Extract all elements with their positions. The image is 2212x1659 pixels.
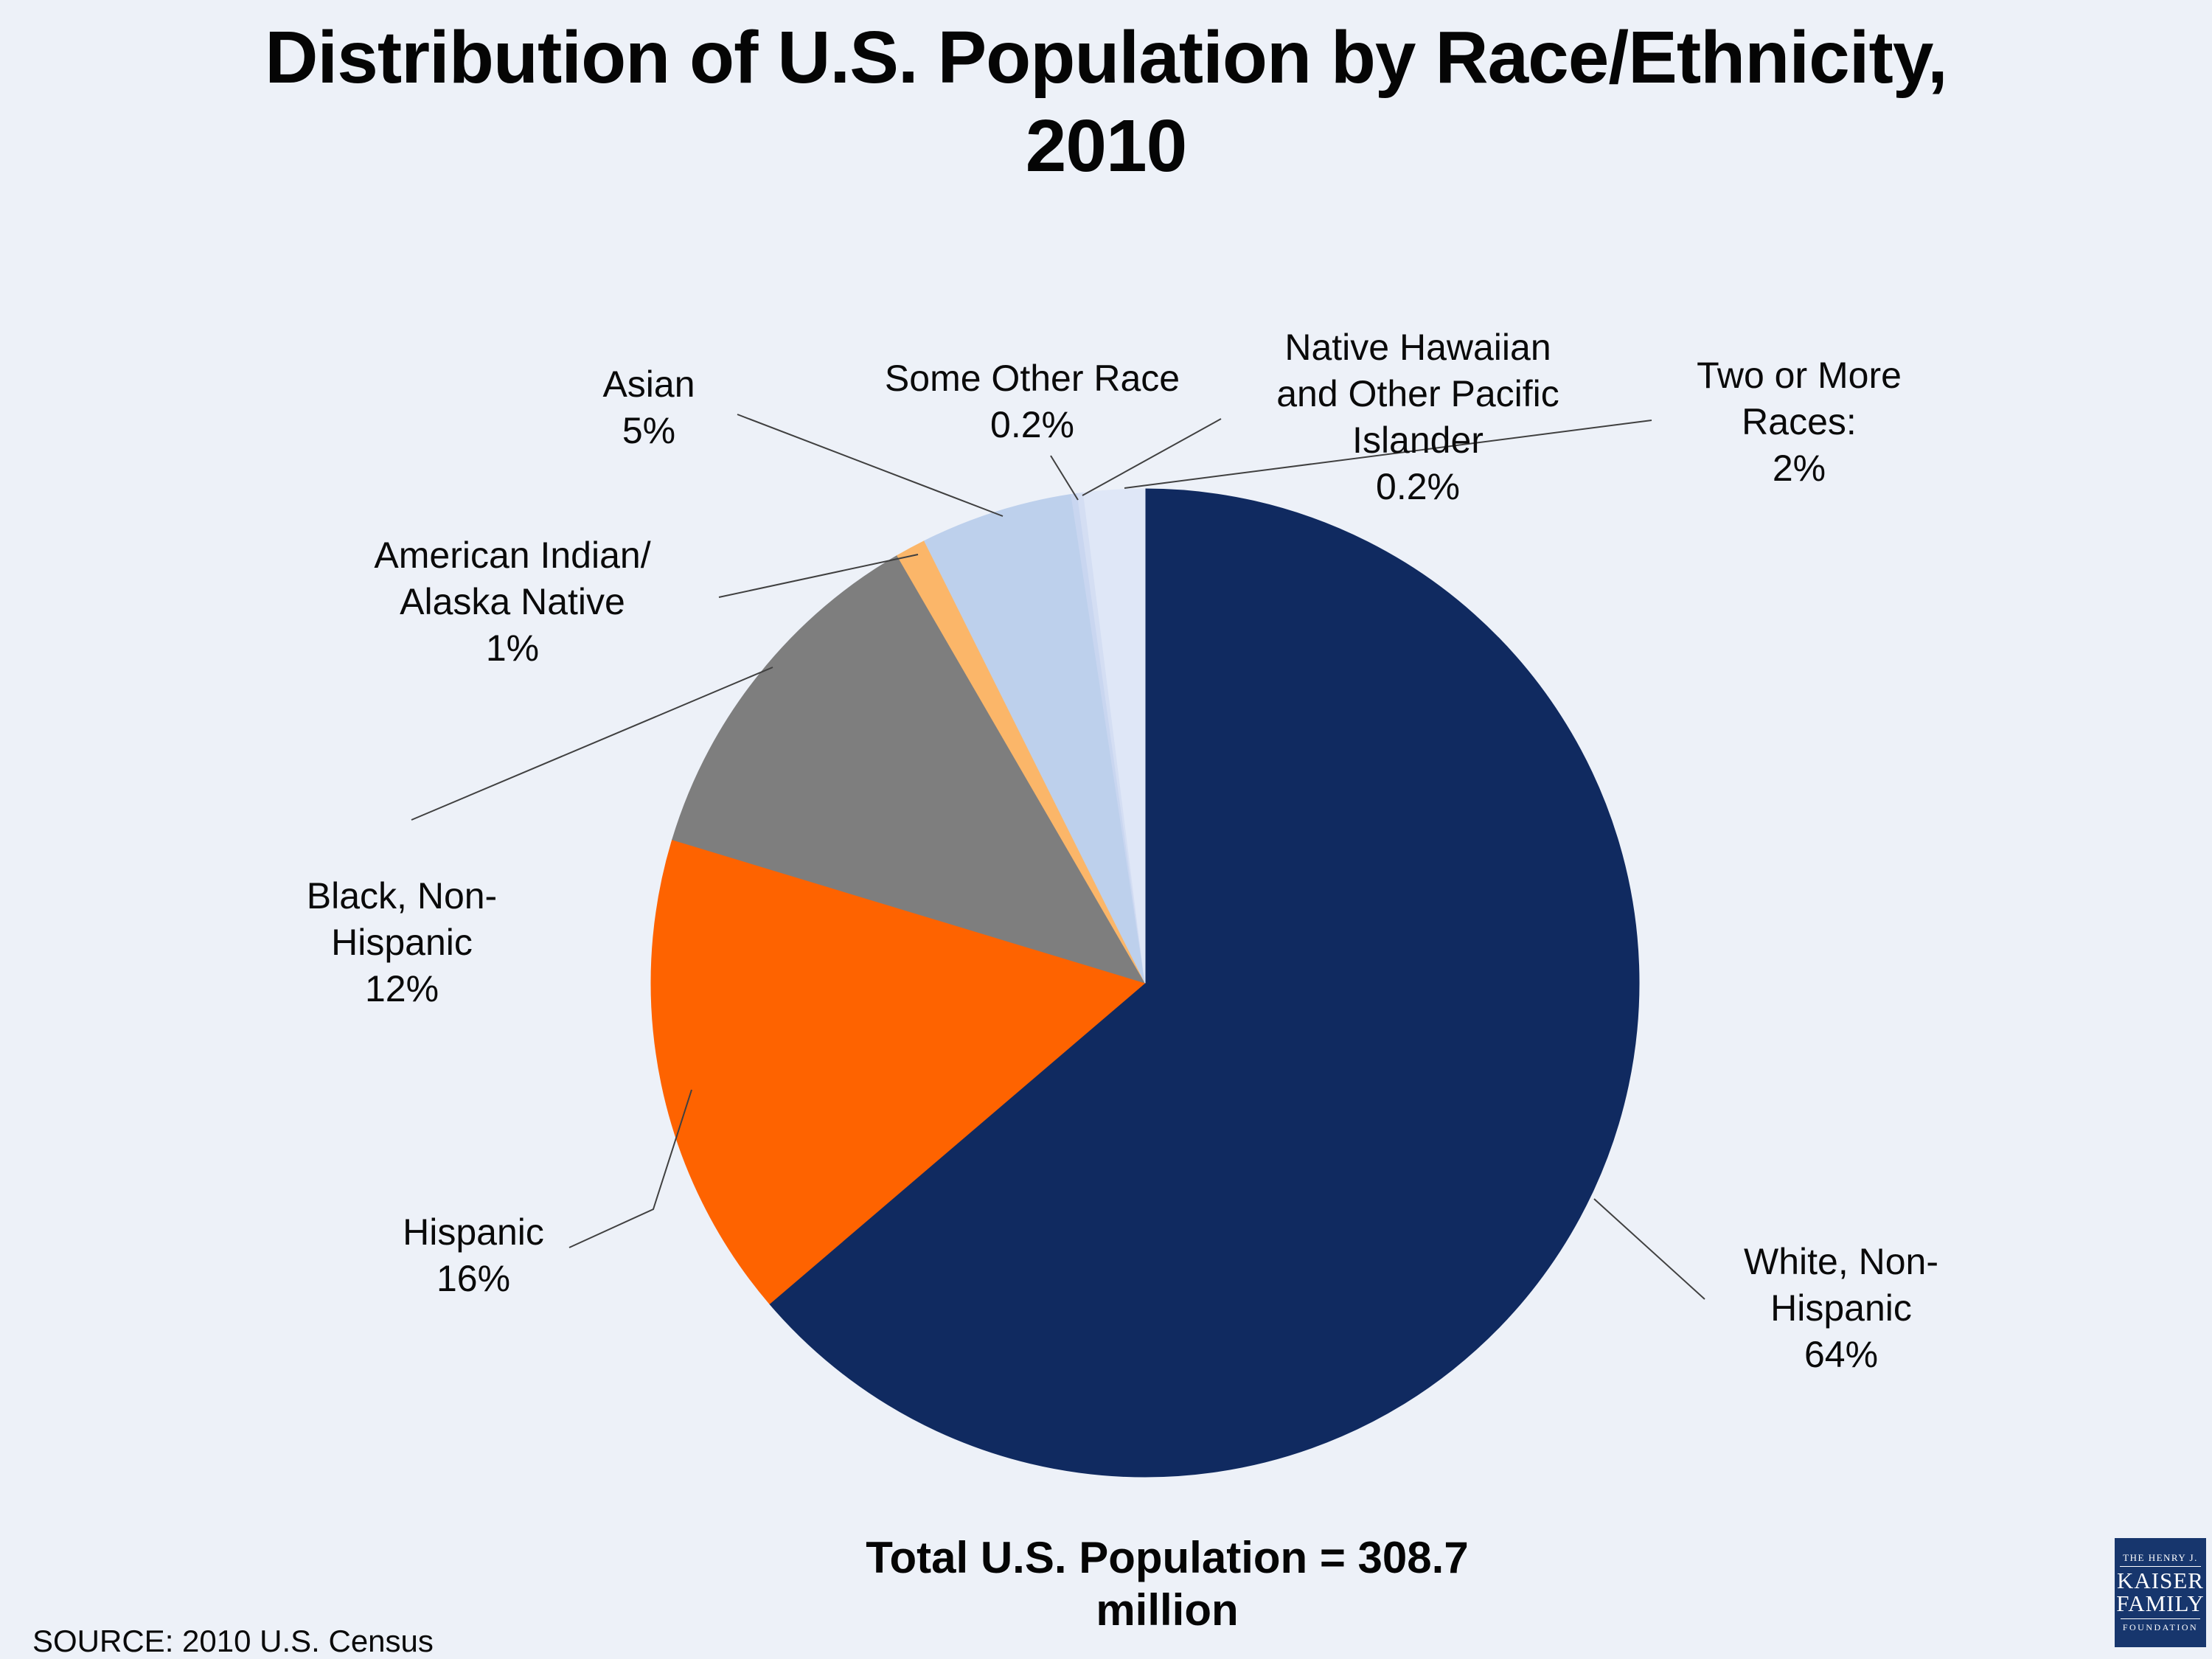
label-asian: Asian 5% [602, 364, 695, 451]
leader-hispanic [568, 1089, 692, 1248]
pie-slices [650, 488, 1640, 1478]
label-hispanic: Hispanic 16% [403, 1211, 544, 1299]
total-population-label: Total U.S. Population = 308.7 million [866, 1533, 1469, 1635]
leader-white [1593, 1198, 1705, 1300]
label-native-hawaiian: Native Hawaiian and Other Pacific Island… [1276, 327, 1559, 507]
leader-american-indian [718, 554, 919, 598]
chart-title-line2: 2010 [1025, 105, 1187, 187]
leader-native-hawaiian [1082, 418, 1222, 496]
kff-logo: THE HENRY J. KAISER FAMILY FOUNDATION [2115, 1538, 2206, 1647]
white-non-hispanic-slice [768, 488, 1640, 1478]
leader-lines [411, 414, 1705, 1300]
source-label: SOURCE: 2010 U.S. Census [32, 1624, 434, 1658]
kff-logo-line3: FAMILY [2116, 1590, 2205, 1616]
leader-asian [737, 414, 1004, 517]
black-non-hispanic-slice [672, 554, 1147, 984]
label-some-other-race: Some Other Race 0.2% [884, 358, 1180, 445]
kff-logo-line4: FOUNDATION [2120, 1618, 2201, 1633]
asian-slice [924, 493, 1146, 984]
label-black-non-hispanic: Black, Non- Hispanic 12% [306, 875, 498, 1009]
label-white-non-hispanic: White, Non- Hispanic 64% [1744, 1241, 1938, 1375]
leader-two-or-more [1124, 420, 1652, 489]
label-american-indian: American Indian/ Alaska Native 1% [374, 535, 651, 669]
chart-title: Distribution of U.S. Population by Race/… [0, 13, 2212, 190]
kff-logo-line2: KAISER [2117, 1568, 2204, 1594]
kff-logo-line1: THE HENRY J. [2120, 1552, 2201, 1568]
leader-some-other-race [1050, 455, 1079, 501]
chart-title-line1: Distribution of U.S. Population by Race/… [265, 16, 1948, 99]
leader-black [411, 667, 773, 821]
label-two-or-more-races: Two or More Races: 2% [1697, 355, 1902, 489]
two-or-more-races-slice [1082, 488, 1146, 984]
hispanic-slice [650, 839, 1147, 1304]
